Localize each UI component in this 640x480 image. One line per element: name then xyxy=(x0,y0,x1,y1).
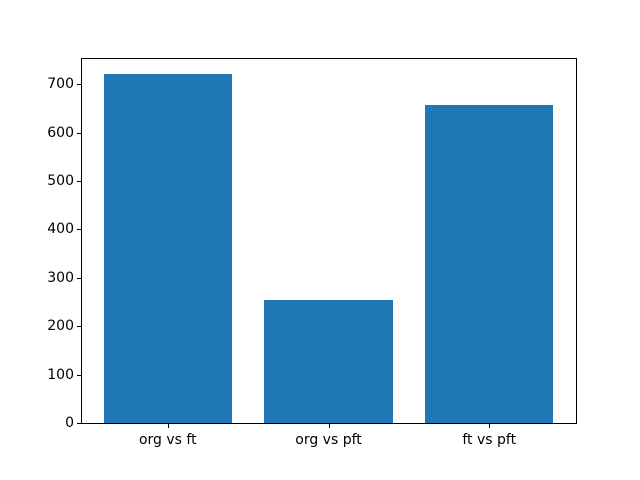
bar-org-vs-pft xyxy=(264,299,393,423)
y-tick-mark xyxy=(77,374,81,376)
x-tick-label: ft vs pft xyxy=(462,432,517,448)
y-tick-mark xyxy=(77,132,81,134)
y-tick-label: 100 xyxy=(47,366,74,383)
y-tick-mark xyxy=(77,84,81,86)
bar-ft-vs-pft xyxy=(424,104,554,423)
y-tick-mark xyxy=(77,229,81,231)
x-tick-label: org vs pft xyxy=(295,432,362,448)
y-tick-label: 600 xyxy=(47,124,74,141)
x-tick-mark xyxy=(328,424,330,428)
bar-org-vs-ft xyxy=(103,74,233,423)
y-tick-label: 300 xyxy=(47,269,74,286)
x-tick-mark xyxy=(489,424,491,428)
y-tick-mark xyxy=(77,277,81,279)
y-tick-mark xyxy=(77,326,81,328)
y-tick-label: 400 xyxy=(47,221,74,238)
y-tick-label: 500 xyxy=(47,172,74,189)
y-tick-label: 700 xyxy=(47,76,74,93)
x-tick-label: org vs ft xyxy=(138,432,197,448)
y-tick-label: 0 xyxy=(65,415,74,431)
y-tick-mark xyxy=(77,180,81,182)
y-tick-label: 200 xyxy=(47,318,74,335)
x-tick-mark xyxy=(167,424,169,428)
y-tick-mark xyxy=(77,423,81,424)
